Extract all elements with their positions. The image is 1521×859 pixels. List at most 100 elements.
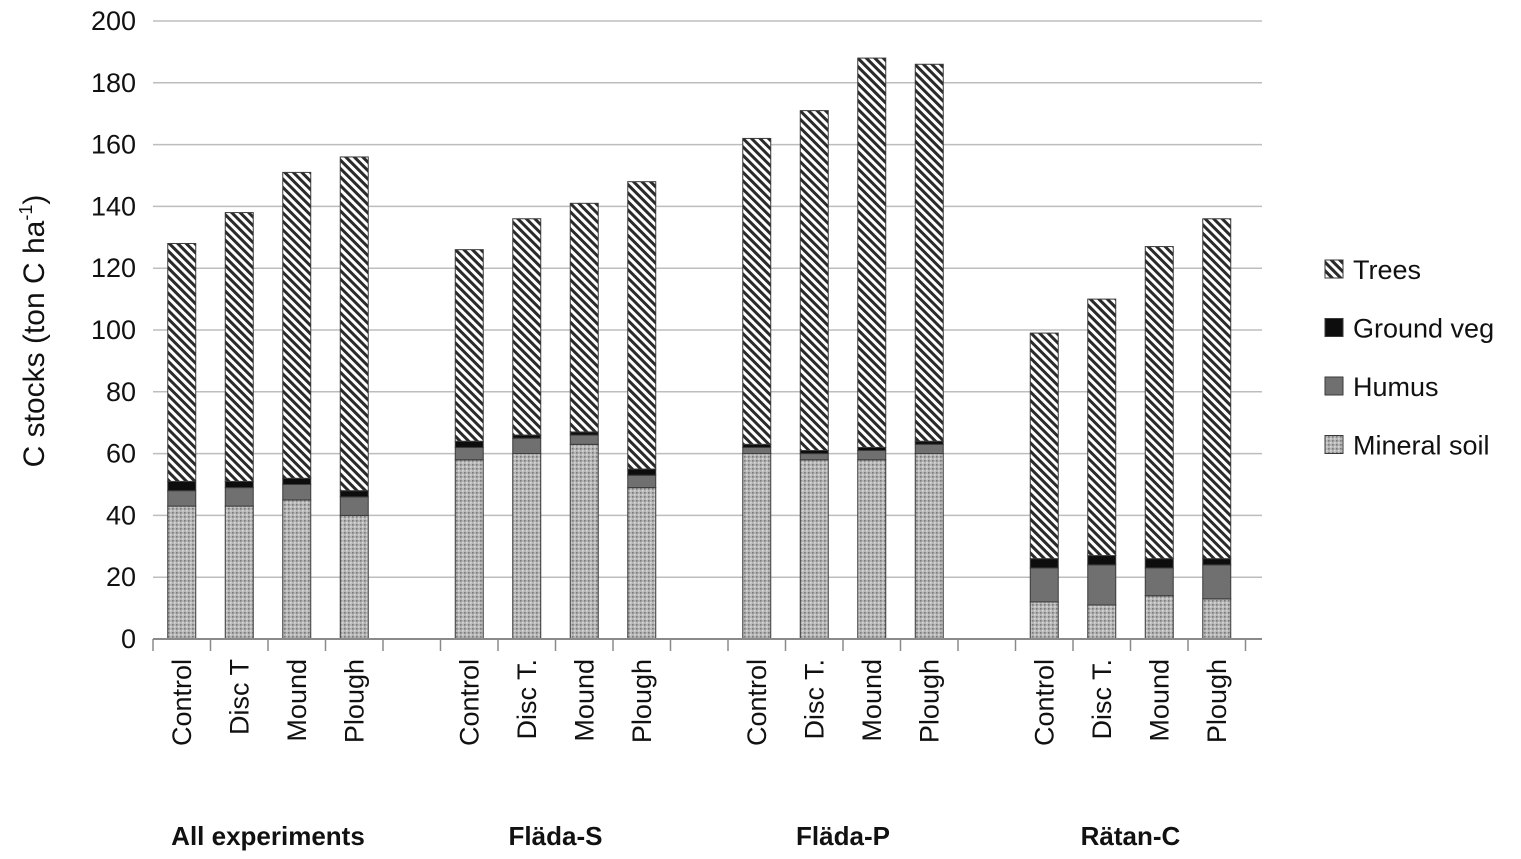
legend-label: Trees — [1353, 255, 1421, 285]
bar-segment-humus — [1144, 567, 1174, 597]
y-tick-label: 100 — [91, 315, 136, 345]
y-tick-label: 80 — [106, 377, 136, 407]
bar-segment-humus — [512, 437, 542, 455]
bar-segment-mineral-soil — [339, 514, 369, 640]
y-axis-title: C stocks (ton C ha-1) — [16, 195, 51, 468]
x-category-label: Plough — [627, 659, 657, 743]
x-category-label: Disc T. — [512, 659, 542, 740]
y-tick-label: 40 — [106, 500, 136, 530]
group-label: Rätan-C — [1081, 821, 1181, 851]
bar-segment-humus — [914, 443, 944, 455]
x-category-label: Control — [167, 659, 197, 746]
bar-segment-ground-veg — [1087, 555, 1117, 566]
bar-segment-ground-veg — [1202, 558, 1232, 566]
bar-segment-mineral-soil — [167, 505, 197, 640]
bar-segment-humus — [224, 487, 254, 507]
bar-segment-ground-veg — [224, 480, 254, 489]
legend-swatch — [1324, 376, 1344, 396]
x-category-label: Mound — [857, 659, 887, 742]
bar-segment-humus — [742, 446, 772, 455]
bar-segment-trees — [224, 212, 254, 482]
x-category-label: Mound — [569, 659, 599, 742]
group-label: Fläda-P — [796, 821, 890, 851]
y-tick-label: 180 — [91, 68, 136, 98]
bar-segment-humus — [167, 490, 197, 507]
bar-segment-humus — [569, 434, 599, 445]
bar-segment-trees — [167, 242, 197, 482]
bar-segment-ground-veg — [627, 468, 657, 476]
bar-segment-ground-veg — [167, 480, 197, 492]
group-label: Fläda-S — [509, 821, 603, 851]
y-tick-label: 200 — [91, 6, 136, 36]
bar-segment-trees — [1087, 298, 1117, 557]
bar-segment-humus — [282, 484, 312, 501]
bar-segment-mineral-soil — [454, 459, 484, 640]
y-tick-label: 0 — [121, 624, 136, 654]
bar-segment-trees — [742, 137, 772, 445]
bar-segment-mineral-soil — [1029, 601, 1059, 640]
bar-segment-humus — [454, 446, 484, 461]
x-category-label: Disc T. — [799, 659, 829, 740]
bar-segment-humus — [799, 453, 829, 461]
bar-segment-humus — [627, 474, 657, 489]
bar-segment-trees — [1202, 218, 1232, 560]
bar-segment-humus — [1087, 564, 1117, 606]
y-tick-label: 160 — [91, 130, 136, 160]
labels: 0 20 40 60 80 100 120 140 160 180 200 Control Disc T… — [91, 6, 1232, 851]
bar-segment-mineral-soil — [742, 453, 772, 640]
bars — [167, 57, 1232, 640]
gridlines — [153, 20, 1262, 578]
bar-segment-mineral-soil — [224, 505, 254, 640]
legend-swatch — [1324, 318, 1344, 337]
x-category-label: Plough — [339, 659, 369, 743]
x-category-label: Mound — [1144, 659, 1174, 742]
axes — [152, 638, 1262, 651]
x-category-label: Plough — [1202, 659, 1232, 743]
bar-segment-ground-veg — [282, 477, 312, 486]
x-category-label: Control — [454, 659, 484, 746]
bar-segment-humus — [1029, 567, 1059, 603]
y-tick-label: 20 — [106, 562, 136, 592]
bar-segment-trees — [569, 202, 599, 433]
bar-segment-mineral-soil — [1144, 595, 1174, 640]
bar-segment-ground-veg — [454, 440, 484, 448]
bar-segment-ground-veg — [1144, 558, 1174, 569]
x-category-label: Plough — [914, 659, 944, 743]
bar-segment-trees — [799, 110, 829, 452]
bar-segment-humus — [857, 450, 887, 461]
bar-segment-trees — [1144, 246, 1174, 560]
x-category-label: Disc T — [224, 659, 254, 735]
legend-swatch — [1324, 259, 1344, 279]
legend-label: Humus — [1353, 372, 1439, 402]
legend-swatch — [1324, 435, 1344, 454]
bar-segment-trees — [857, 57, 887, 448]
bar-segment-mineral-soil — [627, 487, 657, 640]
y-tick-label: 140 — [91, 191, 136, 221]
x-category-label: Control — [742, 659, 772, 746]
bar-segment-mineral-soil — [282, 499, 312, 640]
y-tick-label: 60 — [106, 439, 136, 469]
x-category-label: Disc T. — [1087, 659, 1117, 740]
bar-segment-trees — [512, 218, 542, 436]
legend-label: Mineral soil — [1353, 431, 1490, 461]
bar-segment-trees — [454, 249, 484, 442]
bar-segment-trees — [282, 171, 312, 479]
bar-segment-mineral-soil — [569, 443, 599, 640]
x-category-label: Mound — [282, 659, 312, 742]
bar-segment-ground-veg — [1029, 558, 1059, 569]
bar-segment-trees — [1029, 332, 1059, 560]
legend-label: Ground veg — [1353, 314, 1494, 344]
x-category-label: Control — [1029, 659, 1059, 746]
bar-segment-mineral-soil — [512, 453, 542, 640]
bar-segment-trees — [627, 181, 657, 470]
bar-segment-mineral-soil — [914, 453, 944, 640]
bar-segment-mineral-soil — [1087, 604, 1117, 640]
bar-segment-ground-veg — [339, 490, 369, 498]
bar-segment-trees — [914, 63, 944, 442]
bar-segment-mineral-soil — [857, 459, 887, 640]
legend: Trees Ground veg Humus Mineral soil — [1324, 255, 1494, 461]
bar-segment-mineral-soil — [1202, 598, 1232, 640]
bar-segment-mineral-soil — [799, 459, 829, 640]
